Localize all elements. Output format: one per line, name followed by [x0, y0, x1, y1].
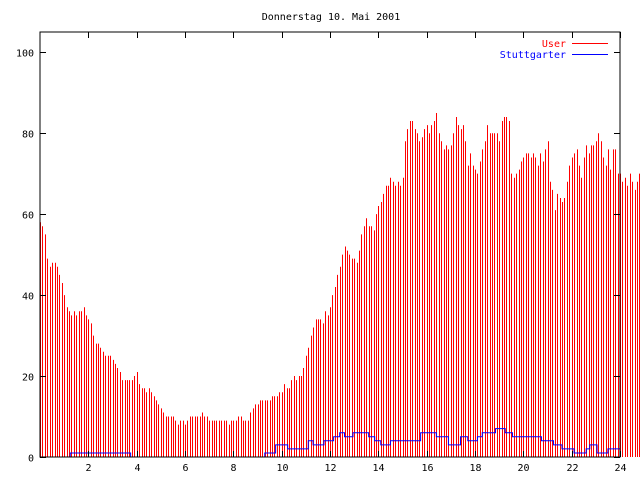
y-tick-label: 40: [22, 292, 34, 303]
x-tick-label: 12: [324, 463, 336, 474]
y-axis: 0 20 40 60 80 100: [16, 49, 620, 465]
x-tick-label: 6: [182, 463, 188, 474]
y-tick-label: 60: [22, 211, 34, 222]
y-tick-label: 20: [22, 373, 34, 384]
x-tick-label: 24: [614, 463, 626, 474]
x-tick-label: 18: [469, 463, 481, 474]
x-tick-label: 2: [85, 463, 91, 474]
stuttgarter-line: [40, 428, 620, 458]
y-tick-label: 80: [22, 130, 34, 141]
x-axis: 2 4 6 8 10 12 14 16 18 20 22 24: [85, 32, 627, 474]
x-tick-label: 22: [566, 463, 578, 474]
user-series: [40, 112, 640, 457]
legend-label: User: [542, 39, 566, 50]
x-tick-label: 10: [276, 463, 288, 474]
x-tick-label: 20: [517, 463, 529, 474]
y-tick-label: 0: [28, 454, 34, 465]
legend-label: Stuttgarter: [500, 50, 566, 61]
y-tick-label: 100: [16, 49, 34, 60]
x-tick-label: 4: [134, 463, 140, 474]
x-tick-label: 16: [421, 463, 433, 474]
x-tick-label: 8: [230, 463, 236, 474]
x-tick-label: 14: [372, 463, 384, 474]
chart-title: Donnerstag 10. Mai 2001: [262, 12, 400, 23]
stuttgarter-series: [40, 428, 620, 458]
